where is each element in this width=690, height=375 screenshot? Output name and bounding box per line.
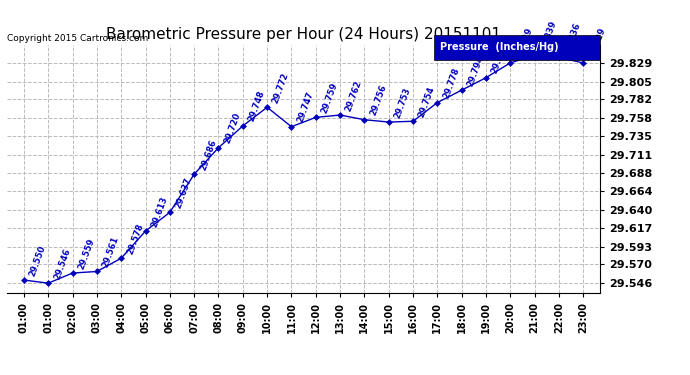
Text: 29.839: 29.839 [539,19,558,53]
Text: 29.578: 29.578 [126,222,145,255]
Text: 29.686: 29.686 [198,138,218,171]
Text: 29.759: 29.759 [320,81,339,115]
Text: Pressure  (Inches/Hg): Pressure (Inches/Hg) [440,42,559,52]
Text: 29.754: 29.754 [417,85,437,118]
Text: 29.829: 29.829 [587,27,607,60]
Text: 29.762: 29.762 [344,79,364,112]
Text: 29.559: 29.559 [77,237,97,270]
Title: Barometric Pressure per Hour (24 Hours) 20151101: Barometric Pressure per Hour (24 Hours) … [106,27,501,42]
Text: 29.613: 29.613 [150,195,169,228]
Text: 29.748: 29.748 [247,90,266,123]
Text: Copyright 2015 Cartronics.com: Copyright 2015 Cartronics.com [7,33,148,42]
Text: 29.561: 29.561 [101,235,121,269]
Text: 29.794: 29.794 [466,54,485,87]
Text: 29.756: 29.756 [368,84,388,117]
Text: 29.747: 29.747 [295,90,315,124]
Text: 29.836: 29.836 [563,21,582,55]
FancyBboxPatch shape [434,35,600,60]
Text: 29.829: 29.829 [515,27,534,60]
Text: 29.753: 29.753 [393,86,413,119]
Text: 29.810: 29.810 [490,42,510,75]
Text: 29.772: 29.772 [271,71,290,105]
Text: 29.778: 29.778 [442,66,461,100]
Text: 29.720: 29.720 [223,112,242,145]
Text: 29.637: 29.637 [174,176,193,210]
Text: 29.546: 29.546 [52,247,72,280]
Text: 29.550: 29.550 [28,244,48,277]
